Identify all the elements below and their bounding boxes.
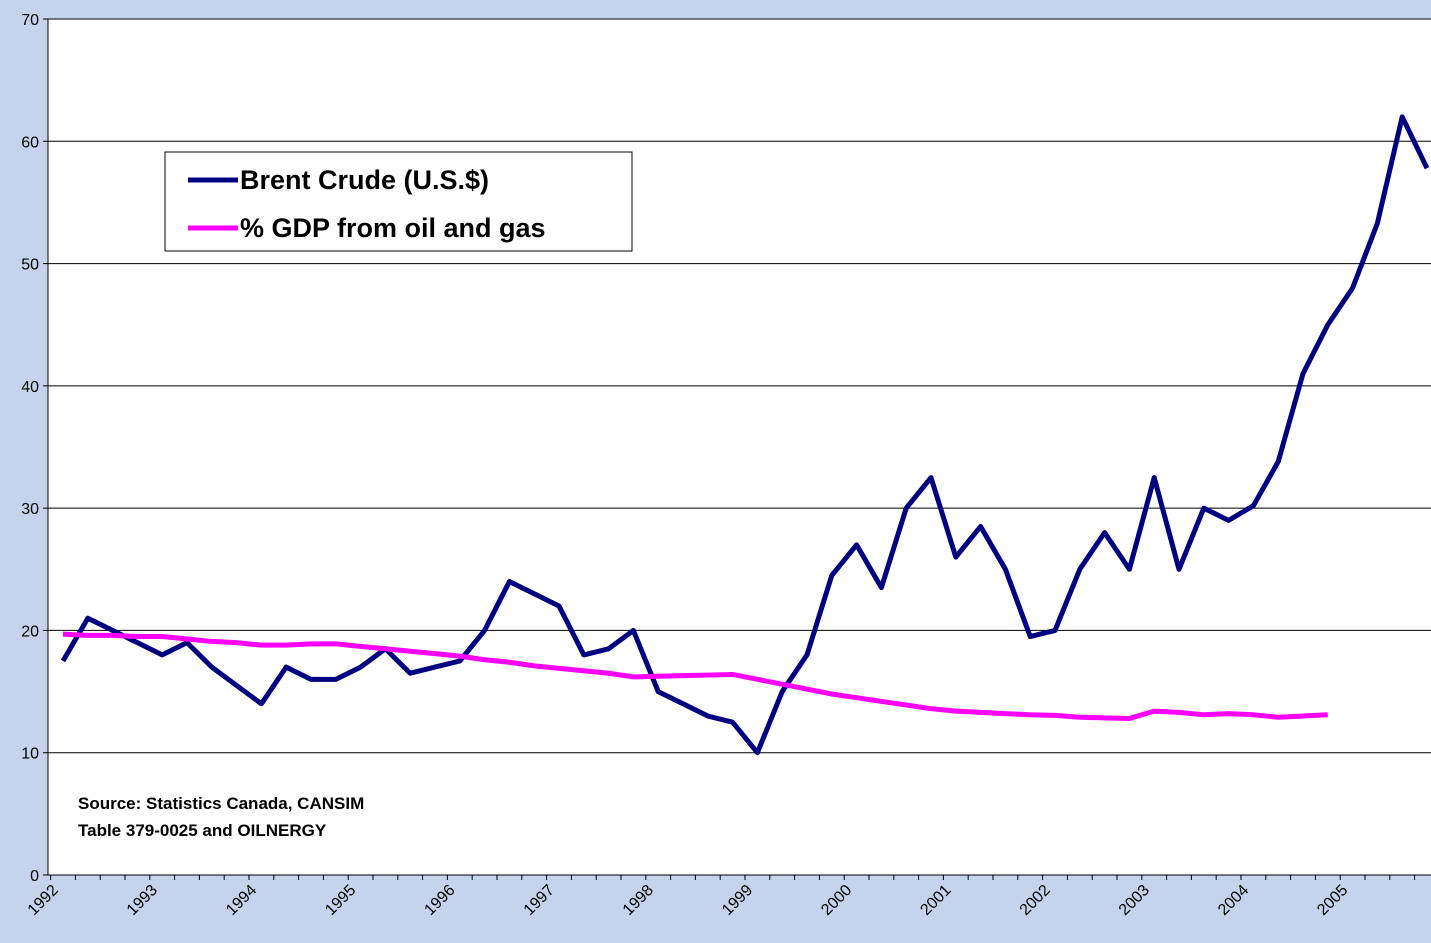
y-tick-label: 0 [30, 868, 39, 885]
legend-box [164, 151, 633, 252]
series-line [62, 631, 1328, 721]
x-tick-label: 2001 [917, 882, 954, 919]
plot-area [48, 19, 1431, 875]
y-tick-label: 70 [21, 12, 39, 29]
x-tick-label: 1994 [223, 882, 260, 919]
x-tick-label: 1995 [322, 882, 359, 919]
series-line [60, 114, 1430, 756]
x-tick-label: 2004 [1215, 882, 1252, 919]
x-tick-label: 1999 [719, 882, 756, 919]
x-tick-label: 1992 [25, 882, 62, 919]
y-tick-label: 60 [21, 134, 39, 151]
y-tick-label: 30 [21, 501, 39, 518]
x-tick-label: 1996 [421, 882, 458, 919]
x-tick-label: 2000 [818, 882, 855, 919]
annotation: Source: Statistics Canada, CANSIM [78, 794, 364, 813]
x-tick-label: 1998 [620, 882, 657, 919]
x-tick-label: 2003 [1116, 882, 1153, 919]
legend-label: % GDP from oil and gas [240, 213, 546, 243]
x-tick-label: 1997 [521, 882, 558, 919]
y-tick-label: 40 [21, 379, 39, 396]
annotation: Table 379-0025 and OILNERGY [78, 821, 327, 840]
y-tick-label: 20 [21, 623, 39, 640]
x-tick-label: 1993 [124, 882, 161, 919]
x-tick-label: 2002 [1017, 882, 1054, 919]
y-tick-label: 10 [21, 746, 39, 763]
y-tick-label: 50 [21, 257, 39, 274]
x-tick-label: 2005 [1314, 882, 1351, 919]
legend-label: Brent Crude (U.S.$) [240, 165, 489, 195]
